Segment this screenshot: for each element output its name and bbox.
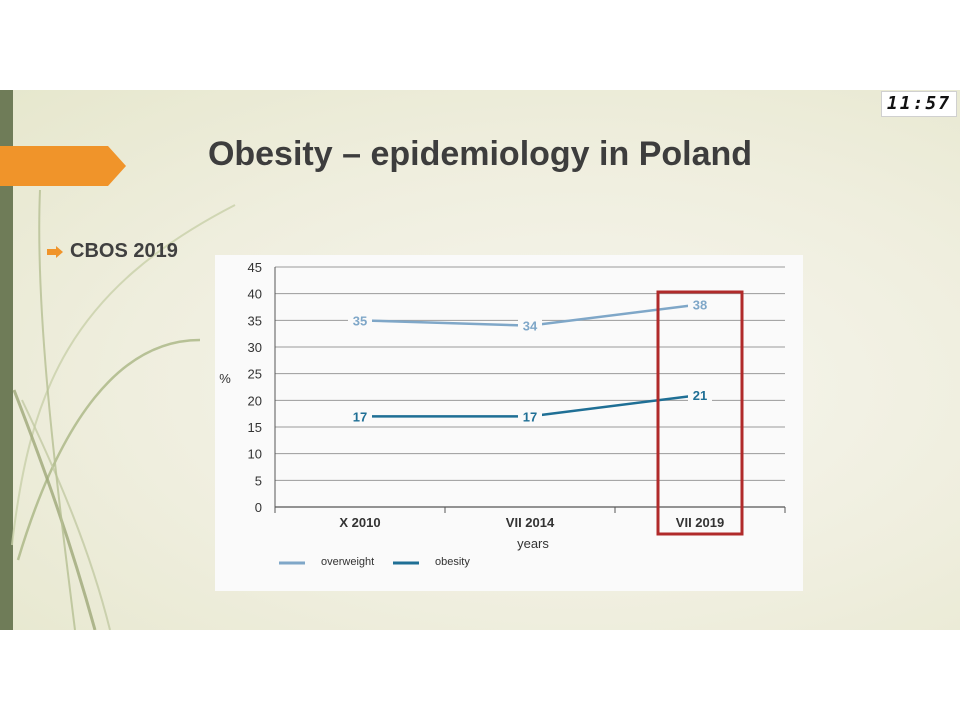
x-tick-label: X 2010 xyxy=(339,515,380,530)
highlight-box xyxy=(656,290,744,536)
data-label-bg xyxy=(688,295,712,313)
y-tick-label: 25 xyxy=(248,367,262,382)
legend-label: obesity xyxy=(435,556,470,568)
data-label-bg xyxy=(688,386,712,403)
y-tick-label: 30 xyxy=(248,340,262,355)
data-label-bg xyxy=(518,316,542,334)
data-labels: 35 34 38 17 17 21 xyxy=(348,295,712,425)
x-axis-label: years xyxy=(517,536,549,551)
bullet-item: CBOS 2019 xyxy=(47,240,178,263)
legend-label: overweight xyxy=(321,556,374,568)
y-tick-label: 20 xyxy=(248,393,262,408)
y-tick-label: 10 xyxy=(248,447,262,462)
y-tick-label: 0 xyxy=(255,500,262,515)
data-label-bg xyxy=(518,407,542,425)
chart-axes xyxy=(274,267,786,513)
decorative-swooshes xyxy=(11,189,236,630)
bullet-text: CBOS 2019 xyxy=(70,240,178,262)
data-label-bg xyxy=(348,311,372,329)
slide-left-bar xyxy=(0,90,13,630)
data-label: 17 xyxy=(353,409,367,424)
y-tick-label: 35 xyxy=(248,313,262,328)
y-tick-labels: 0 5 10 15 20 25 30 35 40 45 xyxy=(248,260,262,515)
y-tick-label: 40 xyxy=(248,287,262,302)
line-chart: 0 5 10 15 20 25 30 35 40 45 X 2010 VII 2014 VII 201… xyxy=(219,260,786,568)
data-label: 21 xyxy=(693,388,707,403)
data-label: 34 xyxy=(523,319,538,334)
data-label-bg xyxy=(348,407,372,425)
page-title: Obesity – epidemiology in Poland xyxy=(207,135,753,173)
arrow-bullet-icon xyxy=(47,245,63,258)
chart-legend: overweight obesity xyxy=(279,556,470,568)
data-label: 35 xyxy=(353,313,367,328)
clock-display: 11:57 xyxy=(881,91,957,117)
y-tick-label: 45 xyxy=(248,260,262,275)
x-tick-label: VII 2014 xyxy=(506,515,555,530)
x-tick-label: VII 2019 xyxy=(676,515,724,530)
chart-panel: 0 5 10 15 20 25 30 35 40 45 X 2010 VII 2014 VII 201… xyxy=(215,255,803,591)
slide: Obesity – epidemiology in Poland CBOS 20… xyxy=(0,90,960,630)
y-tick-label: 15 xyxy=(248,420,262,435)
data-label: 17 xyxy=(523,409,537,424)
orange-arrow-shape xyxy=(0,146,126,186)
y-axis-label: % xyxy=(219,371,231,386)
data-label: 38 xyxy=(693,297,707,312)
y-tick-label: 5 xyxy=(255,473,262,488)
x-tick-labels: X 2010 VII 2014 VII 2019 xyxy=(339,515,724,530)
